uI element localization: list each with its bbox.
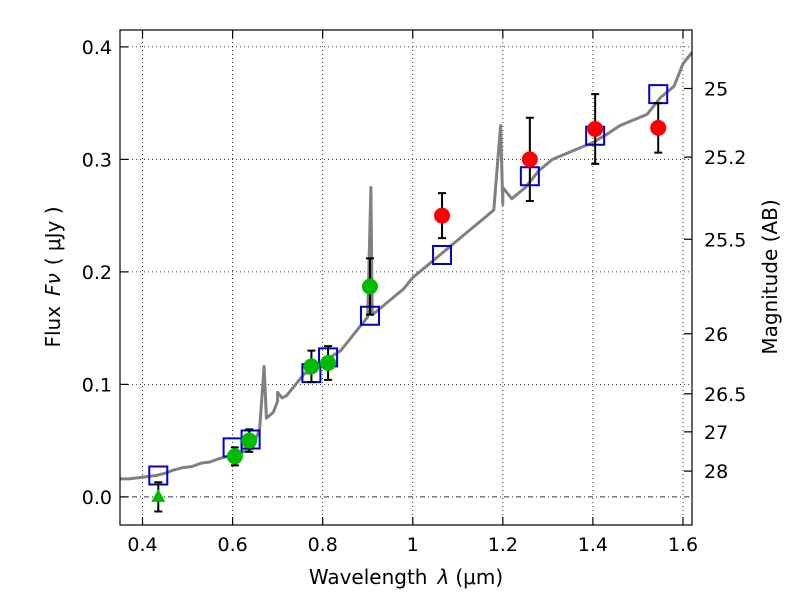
model-photometry-square [432,245,453,265]
y-axis-label: FluxFν( μJy ) [41,206,65,347]
y2-tick-label: 25 [704,79,728,101]
y2-tick-label: 27 [704,422,728,444]
observed-optical-point [303,358,320,375]
x-tick-label: 1.4 [578,534,608,556]
tick-layer: 0.4 0.6 0.8 1 1.2 1.4 1.6 0.0 0.1 0.2 0.3 0.4 25 25.2… [82,30,746,556]
y2-tick-label: 26.5 [704,384,746,406]
x-tick-label: 0.6 [217,534,247,556]
marker-layer [148,84,669,513]
observed-optical-point [226,448,243,465]
model-spectrum-line [120,51,694,481]
y2-tick-label: 26 [704,324,728,346]
y2-tick-label: 25.5 [704,229,746,251]
y2-tick-label: 25.2 [704,147,746,169]
observed-optical-point [241,432,258,449]
x-tick-label: 1.2 [488,534,518,556]
observed-optical-point [361,278,378,295]
observed-nir-point [650,119,667,136]
x-axis-label: Wavelength λ (μm) [309,565,503,589]
x-tick-label: 0.4 [127,534,157,556]
x-tick-label: 0.8 [308,534,338,556]
x-tick-label: 1.6 [668,534,698,556]
y2-tick-label: 28 [704,461,728,483]
observed-nir-point [587,121,604,137]
y-tick-label: 0.0 [82,487,112,509]
y-tick-label: 0.4 [82,37,112,59]
x-tick-label: 1 [407,534,419,556]
observed-nir-point [434,207,451,224]
observed-nir-point [521,151,538,168]
grid-layer [120,30,692,525]
y-tick-label: 0.2 [82,262,112,284]
y-tick-label: 0.3 [82,149,112,171]
spectrum-layer [120,51,694,481]
observed-optical-point [320,355,337,371]
y-tick-label: 0.1 [82,374,112,396]
upper-limit-triangle [151,488,166,502]
plot-frame [119,29,693,526]
y2-axis-label: Magnitude (AB) [758,199,782,354]
